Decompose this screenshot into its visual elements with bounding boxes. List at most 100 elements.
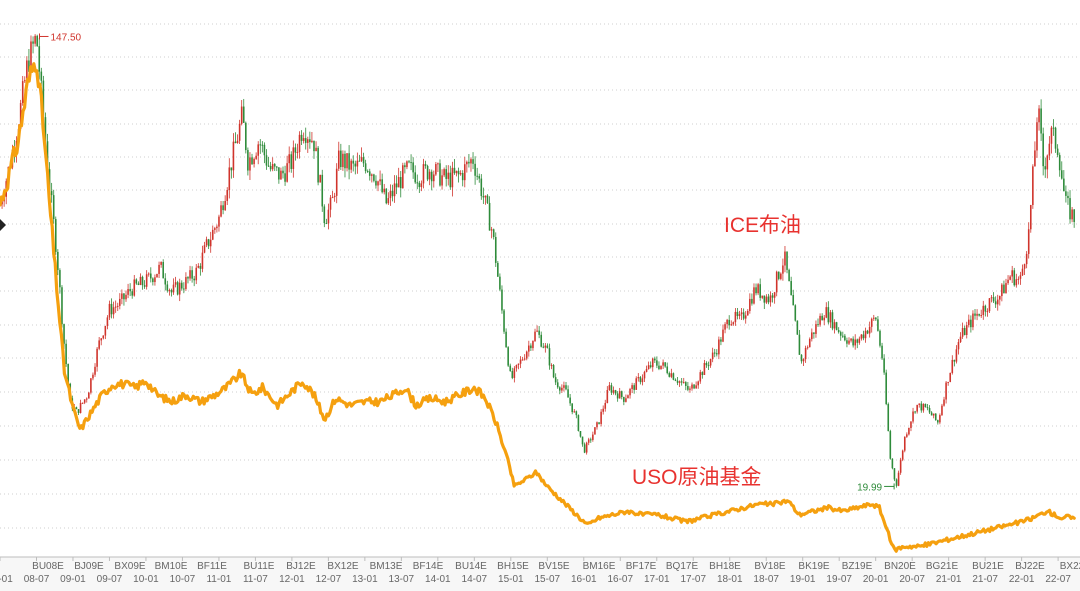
candle	[763, 295, 766, 310]
candle	[1007, 275, 1009, 285]
candle	[786, 251, 788, 274]
x-tick-contract-code: BV15E	[538, 561, 569, 572]
candle	[455, 170, 458, 177]
candle	[759, 278, 761, 301]
candle	[195, 263, 198, 285]
candle	[643, 370, 646, 382]
candle	[234, 132, 237, 144]
candle	[627, 394, 629, 399]
x-tick-date: 10-01	[133, 574, 159, 585]
candle	[953, 359, 956, 367]
candle	[83, 399, 86, 405]
candle	[432, 170, 435, 188]
candle	[715, 349, 718, 357]
candle	[664, 362, 666, 368]
candle	[1073, 208, 1075, 228]
candle	[57, 249, 59, 276]
candle	[253, 157, 255, 168]
candle	[685, 381, 687, 391]
candle	[172, 278, 175, 295]
candle	[988, 297, 991, 314]
candle	[858, 336, 861, 345]
candle	[1021, 264, 1024, 276]
x-tick-date: 20-07	[899, 574, 925, 585]
candle	[569, 393, 571, 406]
x-tick-contract-code: BF17E	[626, 561, 657, 572]
candle	[453, 159, 456, 175]
candle	[654, 356, 656, 364]
candle	[418, 180, 421, 193]
candle	[106, 315, 109, 330]
candle	[589, 437, 592, 443]
x-tick-contract-code: BM10E	[155, 561, 188, 572]
candle	[356, 152, 359, 174]
candle	[249, 152, 251, 180]
candle	[168, 288, 171, 296]
x-tick-date: 16-01	[571, 574, 597, 585]
x-tick-date: 18-07	[753, 574, 779, 585]
candle	[1040, 99, 1042, 141]
candle	[802, 358, 805, 366]
price-annotations: 147.50 19.99	[38, 32, 895, 493]
candle	[749, 293, 751, 314]
x-tick-date: 08-07	[24, 574, 50, 585]
candle	[284, 165, 286, 186]
candle	[908, 427, 910, 436]
candle	[406, 160, 408, 170]
candle	[189, 265, 191, 281]
candle	[379, 170, 381, 186]
candle	[346, 153, 348, 172]
candle	[193, 275, 195, 287]
candle	[505, 328, 507, 348]
candle	[573, 409, 576, 413]
candle	[327, 203, 330, 230]
x-tick-contract-code: BX12E	[327, 561, 358, 572]
candle	[399, 171, 402, 198]
candle	[889, 429, 892, 460]
candle	[501, 285, 503, 314]
candle	[1042, 127, 1044, 176]
candle	[994, 296, 997, 308]
candle	[98, 336, 100, 351]
candle	[402, 162, 404, 189]
candle	[344, 150, 346, 178]
candle	[1071, 206, 1073, 223]
candle	[881, 342, 883, 361]
x-tick-date: 17-01	[644, 574, 670, 585]
candle	[92, 372, 94, 381]
x-tick-contract-code: BX22	[1060, 561, 1080, 572]
x-tick-contract-code: BQ17E	[666, 561, 699, 572]
candle	[247, 147, 249, 176]
candle	[424, 160, 427, 169]
candle	[974, 308, 976, 320]
candle	[271, 157, 274, 172]
candle	[833, 319, 836, 334]
candle	[1052, 119, 1055, 136]
candle	[149, 267, 152, 283]
candle	[371, 173, 373, 183]
candle	[240, 100, 243, 126]
x-tick: 12-01	[279, 557, 305, 585]
candle	[145, 270, 148, 290]
candle	[610, 382, 613, 395]
candle	[753, 283, 755, 305]
candle	[313, 140, 315, 159]
candle	[180, 280, 183, 291]
candle	[265, 149, 268, 170]
candle	[746, 309, 749, 316]
x-tick-date: 10-07	[170, 574, 196, 585]
candle	[490, 226, 493, 239]
candle	[238, 119, 241, 145]
x-tick-date: 13-01	[352, 574, 378, 585]
candle	[728, 315, 730, 330]
candle	[1011, 265, 1013, 283]
candle	[604, 399, 607, 412]
candle	[852, 336, 854, 348]
candle	[352, 155, 355, 172]
candle	[945, 381, 947, 404]
x-tick-date: 20-01	[863, 574, 889, 585]
x-tick-date: 15-01	[498, 574, 524, 585]
candle	[959, 332, 962, 343]
candle	[178, 278, 181, 302]
candle	[798, 329, 801, 355]
